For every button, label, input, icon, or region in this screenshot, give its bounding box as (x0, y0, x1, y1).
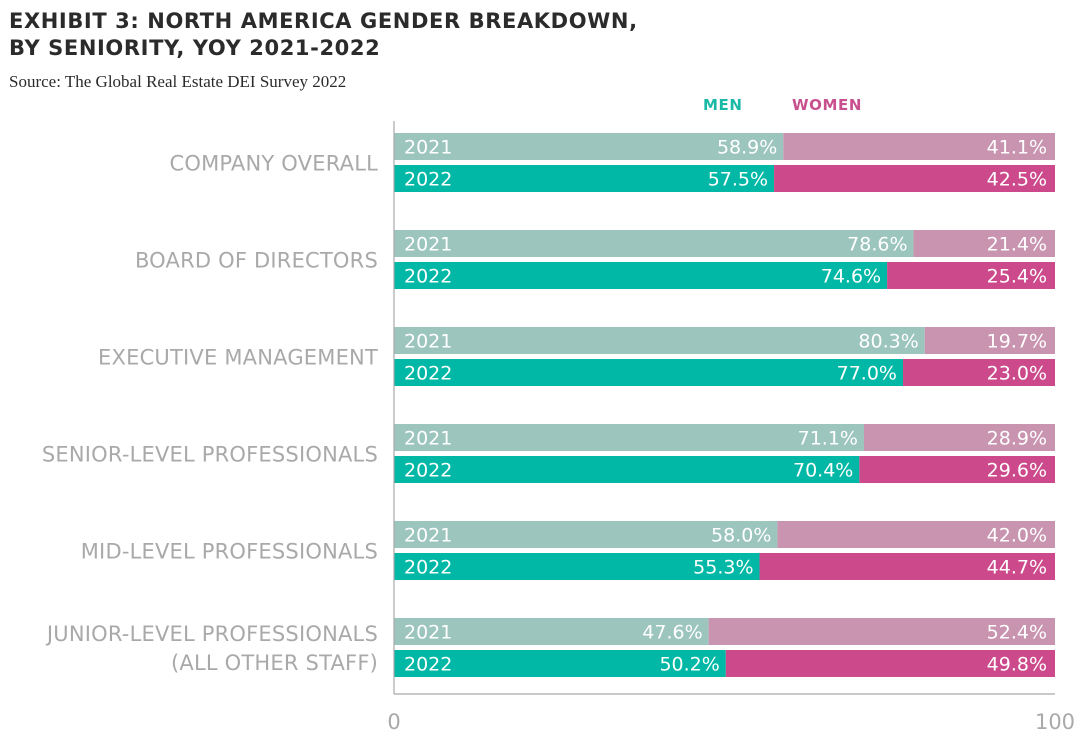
data-label-women: 28.9% (987, 428, 1047, 450)
bar-men (394, 553, 760, 580)
data-label-men: 57.5% (708, 169, 768, 191)
bar-women (887, 262, 1055, 289)
data-label-men: 47.6% (642, 622, 702, 644)
data-label-women: 42.5% (987, 169, 1047, 191)
chart-title: EXHIBIT 3: NORTH AMERICA GENDER BREAKDOW… (9, 8, 638, 62)
bar-men (394, 327, 925, 354)
data-label-men: 58.9% (717, 137, 777, 159)
bar-women (774, 165, 1055, 192)
data-label-women: 49.8% (987, 654, 1047, 676)
bar-men (394, 133, 784, 160)
year-label: 2021 (404, 525, 452, 547)
data-label-women: 25.4% (987, 266, 1047, 288)
bar-women (859, 456, 1055, 483)
chart-title-line-2: BY SENIORITY, YOY 2021-2022 (9, 36, 381, 60)
year-label: 2022 (404, 460, 452, 482)
bar-women (863, 424, 1055, 451)
bar-women (759, 553, 1055, 580)
data-label-men: 58.0% (711, 525, 771, 547)
bar-men (394, 650, 726, 677)
bar-men (394, 521, 778, 548)
bar-women (708, 618, 1055, 645)
data-label-women: 52.4% (987, 622, 1047, 644)
legend-women: WOMEN (792, 96, 862, 114)
year-label: 2022 (404, 169, 452, 191)
category-label: (ALL OTHER STAFF) (171, 651, 378, 675)
data-label-men: 50.2% (659, 654, 719, 676)
data-label-men: 71.1% (798, 428, 858, 450)
x-tick-label: 0 (387, 710, 400, 734)
data-label-men: 77.0% (837, 363, 897, 385)
bar-men (394, 456, 860, 483)
bar-women (783, 133, 1055, 160)
category-label: SENIOR-LEVEL PROFESSIONALS (42, 443, 378, 467)
year-label: 2022 (404, 363, 452, 385)
bar-men (394, 359, 903, 386)
data-label-women: 23.0% (987, 363, 1047, 385)
data-label-women: 19.7% (987, 331, 1047, 353)
data-label-women: 29.6% (987, 460, 1047, 482)
bar-men (394, 165, 775, 192)
category-label: BOARD OF DIRECTORS (135, 249, 378, 273)
bar-women (913, 230, 1055, 257)
bar-women (924, 327, 1055, 354)
category-label: COMPANY OVERALL (169, 152, 378, 176)
x-tick-label: 100 (1035, 710, 1075, 734)
bar-men (394, 230, 914, 257)
bar-men (394, 424, 864, 451)
data-label-men: 70.4% (793, 460, 853, 482)
year-label: 2021 (404, 137, 452, 159)
data-label-women: 42.0% (987, 525, 1047, 547)
year-label: 2022 (404, 266, 452, 288)
data-label-women: 41.1% (987, 137, 1047, 159)
bar-women (777, 521, 1055, 548)
chart-source: Source: The Global Real Estate DEI Surve… (9, 72, 347, 91)
data-label-men: 80.3% (858, 331, 918, 353)
year-label: 2021 (404, 331, 452, 353)
year-label: 2021 (404, 234, 452, 256)
data-label-men: 55.3% (693, 557, 753, 579)
data-label-women: 21.4% (987, 234, 1047, 256)
legend-men: MEN (703, 96, 743, 114)
year-label: 2021 (404, 428, 452, 450)
data-label-men: 74.6% (821, 266, 881, 288)
bar-women (902, 359, 1055, 386)
category-label: EXECUTIVE MANAGEMENT (98, 346, 378, 370)
data-label-men: 78.6% (847, 234, 907, 256)
category-label: JUNIOR-LEVEL PROFESSIONALS (45, 622, 378, 646)
data-label-women: 44.7% (987, 557, 1047, 579)
bar-men (394, 618, 709, 645)
year-label: 2022 (404, 557, 452, 579)
bar-women (725, 650, 1055, 677)
chart-title-line-1: EXHIBIT 3: NORTH AMERICA GENDER BREAKDOW… (9, 9, 638, 33)
year-label: 2022 (404, 654, 452, 676)
bar-men (394, 262, 888, 289)
year-label: 2021 (404, 622, 452, 644)
category-label: MID-LEVEL PROFESSIONALS (81, 540, 378, 564)
